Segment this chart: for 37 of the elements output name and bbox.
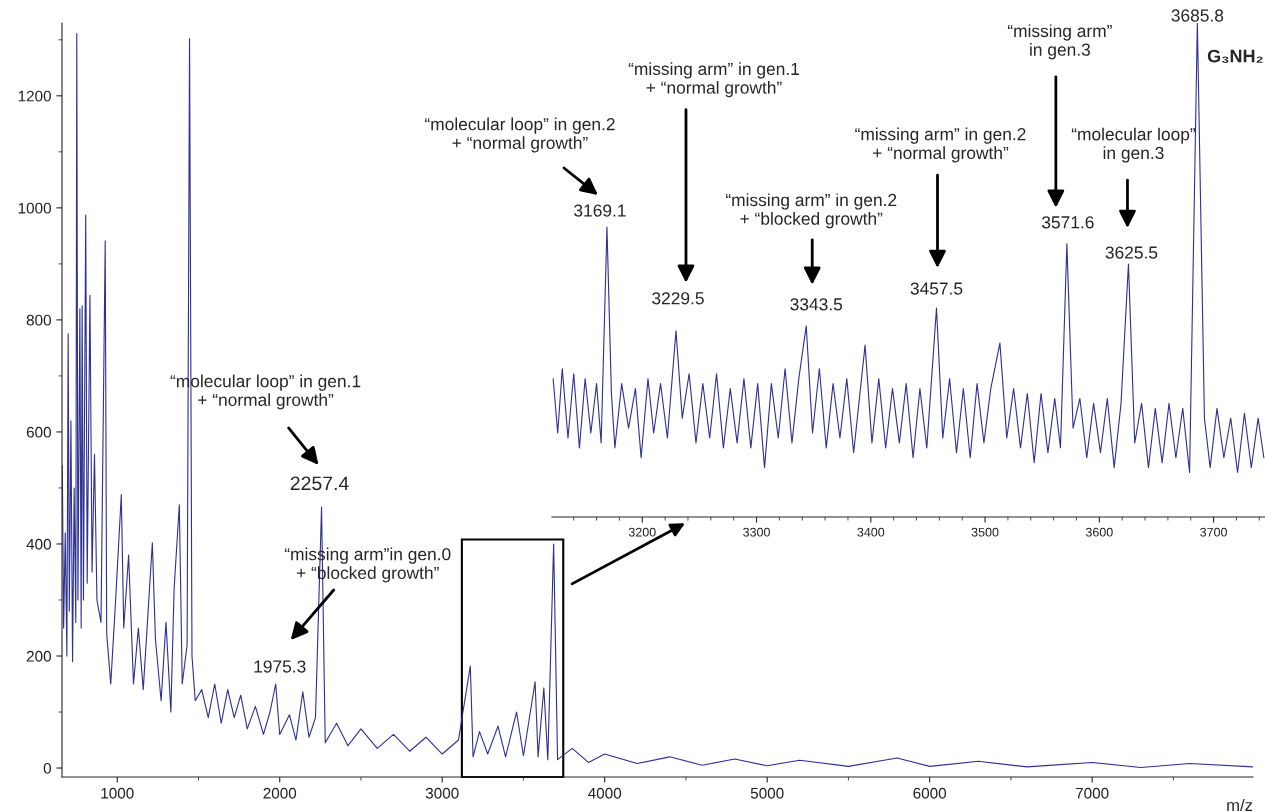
x-tick-label: 3600: [1085, 527, 1113, 537]
x-tick-label: 2000: [263, 787, 297, 799]
annotation: G₃NH₂: [1207, 49, 1263, 63]
x-tick-label: 3400: [857, 527, 885, 537]
annotation: “missing arm” in gen.3: [1007, 24, 1112, 60]
annotation: 1975.3: [254, 660, 306, 673]
annotation: 3625.5: [1105, 246, 1158, 259]
annotation: “missing arm” in gen.2 + “normal growth”: [855, 127, 1026, 163]
y-tick-label: 1200: [18, 90, 51, 102]
y-tick-label: 1000: [18, 202, 51, 214]
y-tick-label: 0: [43, 762, 51, 774]
annotation: 3571.6: [1041, 216, 1094, 229]
annotation: 3457.5: [910, 282, 963, 295]
y-tick-label: 200: [26, 650, 51, 662]
annotation: 3169.1: [574, 204, 626, 217]
annotation: 3685.8: [1171, 9, 1224, 22]
y-tick-label: 600: [26, 426, 51, 438]
annotation: 3229.5: [652, 292, 704, 305]
x-tick-label: 3200: [628, 527, 656, 537]
x-tick-label: 3500: [971, 527, 999, 537]
x-tick-label: 6000: [913, 787, 947, 799]
annotation: 3343.5: [790, 298, 843, 311]
x-tick-label: 1000: [101, 787, 134, 799]
x-tick-label: 7000: [1075, 787, 1109, 799]
y-tick-label: 800: [26, 314, 51, 326]
x-tick-label: 3300: [743, 527, 770, 537]
x-axis-title: m/z: [1227, 798, 1253, 812]
x-tick-label: 3700: [1200, 527, 1227, 537]
y-tick-label: 400: [26, 538, 51, 550]
x-tick-label: 3000: [425, 787, 459, 799]
annotation: “missing arm” in gen.2 + “blocked growth”: [726, 193, 897, 229]
x-tick-label: 4000: [588, 787, 622, 799]
annotation: “missing arm” in gen.1 + “normal growth”: [628, 62, 799, 98]
annotation: “molecular loop” in gen.2 + “normal growth”: [425, 117, 615, 153]
x-tick-label: 5000: [750, 787, 784, 799]
annotation: 2257.4: [290, 476, 349, 491]
annotation: “molecular loop” in gen.3: [1071, 127, 1196, 163]
